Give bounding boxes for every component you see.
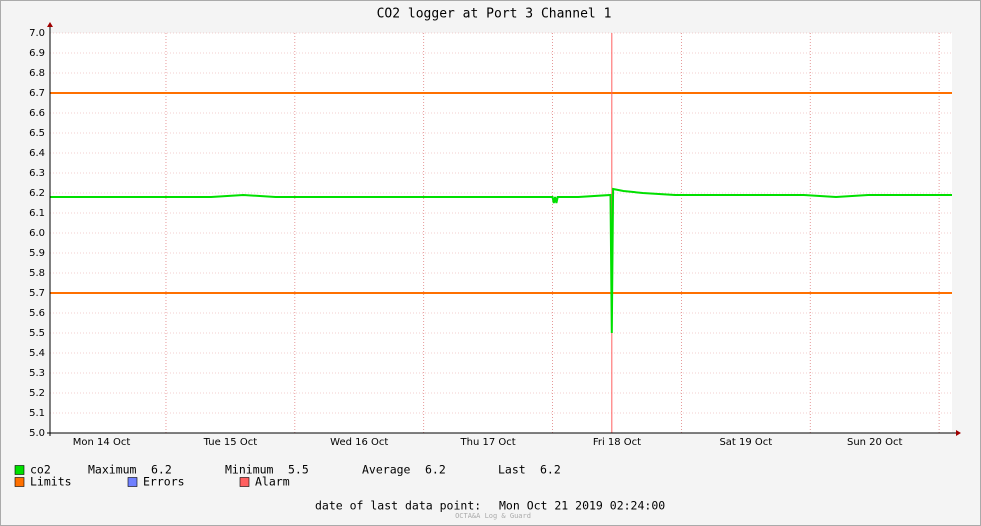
y-tick-label: 6.0 <box>29 228 45 239</box>
y-tick-label: 6.5 <box>29 128 45 139</box>
stat-label: Maximum <box>88 463 137 477</box>
data-line <box>50 187 952 334</box>
legend-label: co2 <box>30 463 51 477</box>
stat-value: 6.2 <box>425 463 446 477</box>
y-tick-label: 5.4 <box>29 348 45 359</box>
stat-value: 6.2 <box>540 463 561 477</box>
legend-swatch <box>127 477 138 487</box>
x-tick-label: Wed 16 Oct <box>330 437 388 448</box>
chart-title: CO2 logger at Port 3 Channel 1 <box>377 7 612 22</box>
y-tick-label: 5.3 <box>29 368 45 379</box>
y-tick-label: 5.8 <box>29 268 45 279</box>
legend-label: Alarm <box>255 475 290 489</box>
y-tick-label: 5.7 <box>29 288 45 299</box>
stat-value: 5.5 <box>288 463 309 477</box>
stat-label: Average <box>362 463 411 477</box>
y-tick-label: 6.6 <box>29 108 45 119</box>
x-tick-label: Tue 15 Oct <box>203 437 258 448</box>
y-tick-label: 5.6 <box>29 308 45 319</box>
y-tick-label: 5.9 <box>29 248 45 259</box>
y-tick-label: 5.5 <box>29 328 45 339</box>
y-tick-label: 5.0 <box>29 428 45 439</box>
axis-arrow <box>47 22 53 27</box>
y-tick-label: 5.2 <box>29 388 45 399</box>
x-tick-label: Sat 19 Oct <box>719 437 772 448</box>
footer-value: Mon Oct 21 2019 02:24:00 <box>499 499 665 513</box>
y-tick-label: 7.0 <box>29 28 45 39</box>
legend-label: Errors <box>143 475 185 489</box>
footer-label: date of last data point: <box>315 499 481 513</box>
x-tick-label: Sun 20 Oct <box>847 437 902 448</box>
x-tick-label: Fri 18 Oct <box>593 437 641 448</box>
axis-arrow <box>956 430 961 436</box>
y-tick-label: 6.2 <box>29 188 45 199</box>
y-tick-label: 6.3 <box>29 168 45 179</box>
legend-label: Limits <box>30 475 72 489</box>
y-tick-label: 6.4 <box>29 148 45 159</box>
legend-swatch <box>239 477 250 487</box>
stat-label: Minimum <box>225 463 274 477</box>
y-tick-label: 6.8 <box>29 68 45 79</box>
x-tick-label: Thu 17 Oct <box>460 437 516 448</box>
watermark: OCTA&A Log & Guard <box>455 512 531 520</box>
legend-swatch <box>14 465 25 475</box>
legend-swatch <box>14 477 25 487</box>
y-tick-label: 6.7 <box>29 88 45 99</box>
y-tick-label: 6.9 <box>29 48 45 59</box>
y-tick-label: 6.1 <box>29 208 45 219</box>
stat-value: 6.2 <box>151 463 172 477</box>
x-tick-label: Mon 14 Oct <box>73 437 131 448</box>
stat-label: Last <box>498 463 526 477</box>
y-tick-label: 5.1 <box>29 408 45 419</box>
